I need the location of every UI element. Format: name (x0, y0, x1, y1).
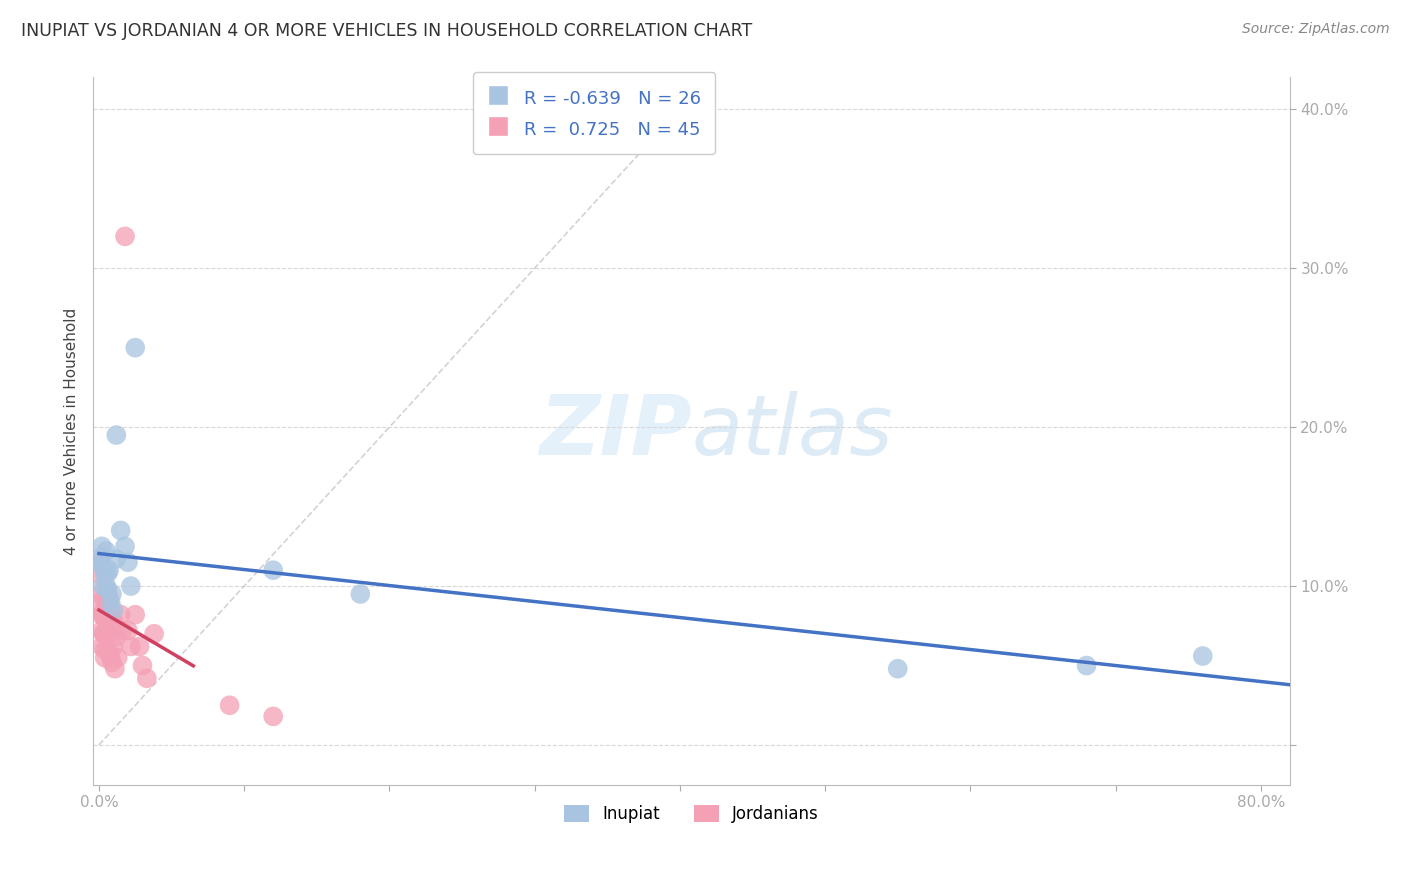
Point (120, 579, 142, 593)
Point (96, 544, 118, 558)
Point (97, 598, 120, 612)
Point (97, 619, 120, 633)
Point (96, 607, 118, 622)
Point (89, 555, 111, 569)
Point (97, 582, 120, 597)
Text: atlas: atlas (692, 391, 893, 472)
Point (89, 550, 111, 565)
Text: ZIP: ZIP (538, 391, 692, 472)
Point (100, 595, 122, 609)
Point (98, 563, 121, 577)
Point (100, 624, 122, 638)
Point (103, 603, 125, 617)
Point (110, 524, 132, 538)
Point (100, 601, 122, 615)
Point (135, 671, 157, 685)
Point (128, 640, 150, 654)
Point (262, 709, 284, 723)
Point (124, 341, 146, 355)
Point (90, 607, 112, 622)
Point (98, 591, 121, 606)
Point (117, 624, 139, 638)
Point (90, 624, 112, 638)
Point (101, 656, 124, 670)
Text: INUPIAT VS JORDANIAN 4 OR MORE VEHICLES IN HOUSEHOLD CORRELATION CHART: INUPIAT VS JORDANIAN 4 OR MORE VEHICLES … (21, 22, 752, 40)
Point (120, 640, 142, 654)
Point (89, 587, 111, 601)
Text: Source: ZipAtlas.com: Source: ZipAtlas.com (1241, 22, 1389, 37)
Point (100, 648, 122, 663)
Point (93, 626, 115, 640)
Point (90, 603, 112, 617)
Point (90, 555, 112, 569)
Point (97, 566, 120, 581)
Point (105, 428, 128, 442)
Legend: Inupiat, Jordanians: Inupiat, Jordanians (558, 798, 825, 830)
Point (93, 611, 115, 625)
Point (101, 607, 124, 622)
Point (887, 662, 910, 676)
Point (93, 566, 115, 581)
Point (1191, 648, 1213, 663)
Point (103, 640, 125, 654)
Point (90, 640, 112, 654)
Point (262, 563, 284, 577)
Point (110, 607, 132, 622)
Point (114, 539, 136, 553)
Point (91, 560, 114, 574)
Point (97, 587, 120, 601)
Point (103, 614, 125, 628)
Point (90, 539, 112, 553)
Point (124, 607, 146, 622)
Point (91, 591, 114, 606)
Point (96, 591, 118, 606)
Point (91, 579, 114, 593)
Point (98, 614, 121, 628)
Point (114, 229, 136, 244)
Point (93, 642, 115, 657)
Point (97, 642, 120, 657)
Point (91, 607, 114, 622)
Y-axis label: 4 or more Vehicles in Household: 4 or more Vehicles in Household (65, 308, 79, 555)
Point (1076, 658, 1098, 673)
Point (143, 626, 166, 640)
Point (107, 650, 129, 665)
Point (349, 587, 371, 601)
Point (131, 658, 153, 673)
Point (96, 626, 118, 640)
Point (111, 624, 134, 638)
Point (218, 698, 240, 713)
Point (104, 662, 127, 676)
Point (89, 568, 111, 582)
Point (105, 552, 128, 566)
Point (96, 579, 118, 593)
Point (93, 650, 115, 665)
Point (91, 626, 114, 640)
Point (105, 630, 128, 644)
Point (117, 555, 139, 569)
Point (101, 587, 124, 601)
